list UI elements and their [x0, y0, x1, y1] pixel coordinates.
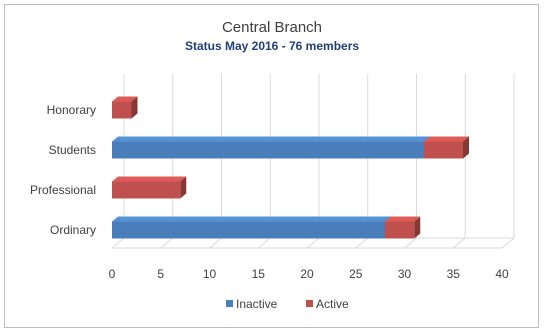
tick-label-25: 25 — [349, 267, 363, 281]
legend-swatch-active — [306, 300, 313, 307]
tick-label-10: 10 — [203, 267, 217, 281]
category-labels: Honorary Students Professional Ordinary — [30, 103, 96, 237]
bar-active-professional — [112, 176, 187, 199]
tick-label-0: 0 — [109, 267, 116, 281]
legend-swatch-inactive — [226, 300, 233, 307]
legend-label-inactive: Inactive — [236, 297, 278, 311]
gridline-floor-0 — [111, 237, 125, 249]
chart-subtitle: Status May 2016 - 76 members — [185, 39, 359, 53]
tick-label-30: 30 — [398, 267, 412, 281]
tick-label-15: 15 — [252, 267, 266, 281]
bar-inactive-students — [112, 136, 430, 159]
legend-item-active: Active — [306, 297, 349, 311]
gridline-floor-15 — [257, 237, 271, 249]
chart-frame — [4, 4, 539, 328]
gridline-floor-40 — [501, 237, 515, 249]
tick-label-40: 40 — [495, 267, 509, 281]
category-label-honorary: Honorary — [47, 103, 96, 117]
category-label-professional: Professional — [30, 183, 96, 197]
gridline-floor-20 — [306, 237, 320, 249]
bar-active-honorary — [112, 96, 138, 119]
tick-labels: 0 5 10 15 20 25 30 35 40 — [109, 267, 509, 281]
legend-item-inactive: Inactive — [226, 297, 278, 311]
gridline-floor-10 — [209, 237, 222, 249]
legend: Inactive Active — [226, 297, 349, 311]
gridline-floor-25 — [355, 237, 369, 249]
bar-active-ordinary — [385, 216, 421, 239]
tick-label-35: 35 — [447, 267, 461, 281]
gridline-floor-35 — [452, 237, 466, 249]
tick-label-5: 5 — [157, 267, 164, 281]
gridline-floor-30 — [404, 237, 417, 249]
bar-active-students — [424, 136, 469, 159]
bar-inactive-ordinary — [112, 216, 391, 239]
tick-label-20: 20 — [300, 267, 314, 281]
category-label-ordinary: Ordinary — [50, 223, 96, 237]
gridline-floor-5 — [160, 237, 174, 249]
bars — [112, 96, 469, 239]
category-label-students: Students — [49, 143, 96, 157]
legend-label-active: Active — [316, 297, 349, 311]
chart-title: Central Branch — [222, 19, 322, 36]
